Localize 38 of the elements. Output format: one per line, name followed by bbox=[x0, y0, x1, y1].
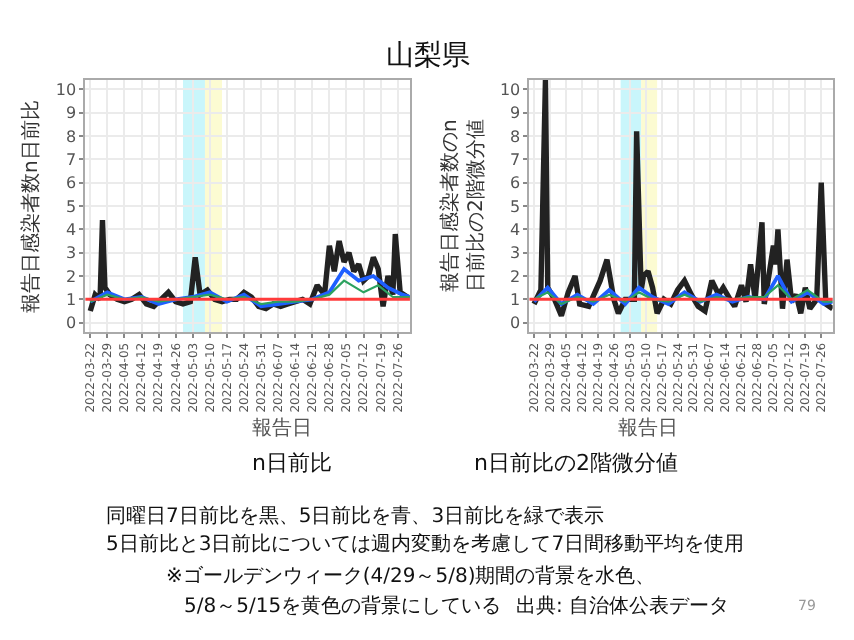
y-tick-label: 5 bbox=[66, 197, 77, 216]
y-axis-title: 報告日感染者数n日前比 bbox=[18, 100, 43, 313]
y-tick-label: 7 bbox=[510, 150, 521, 169]
source-note: 出典: 自治体公表データ bbox=[516, 594, 730, 618]
y-tick-label: 1 bbox=[510, 290, 521, 309]
y-tick-label: 4 bbox=[66, 220, 77, 239]
text: n日前比の2階微分値 bbox=[474, 450, 678, 476]
text: 5日前比と3日前比については週内変動を考慮して7日間移動平均を使用 bbox=[106, 532, 745, 556]
text: 同曜日7日前比を黒、5日前比を青、3日前比を緑で表示 bbox=[106, 504, 605, 528]
y-axis-title: 報告日感染者数のn日前比の2階微分値 bbox=[438, 119, 489, 293]
line-series bbox=[88, 267, 410, 309]
y-tick-label: 3 bbox=[66, 244, 77, 263]
y-tick-label: 0 bbox=[510, 314, 521, 333]
y-tick-label: 3 bbox=[510, 244, 521, 263]
y-tick-label: 8 bbox=[66, 127, 77, 146]
y-tick-label: 1 bbox=[66, 290, 77, 309]
y-tick-label: 9 bbox=[510, 104, 521, 123]
text: ※ゴールデンウィーク(4/29～5/8)期間の背景を水色、 bbox=[166, 564, 656, 588]
x-axis-title: 報告日 bbox=[618, 416, 678, 440]
line-series bbox=[532, 274, 833, 306]
y-tick-label: 5 bbox=[510, 197, 521, 216]
y-tick-label: 10 bbox=[499, 80, 521, 99]
y-tick-label: 6 bbox=[510, 174, 521, 193]
text: 山梨県 bbox=[386, 40, 470, 72]
y-tick-label: 9 bbox=[66, 104, 77, 123]
y-tick-label: 4 bbox=[510, 220, 521, 239]
line-series bbox=[89, 279, 410, 306]
y-tick-label: 10 bbox=[55, 80, 77, 99]
y-tick-label: 8 bbox=[510, 127, 521, 146]
y-tick-label: 2 bbox=[66, 267, 77, 286]
y-tick-label: 7 bbox=[66, 150, 77, 169]
line-series bbox=[532, 284, 833, 306]
y-tick-label: 2 bbox=[510, 267, 521, 286]
y-tick-label: 6 bbox=[66, 174, 77, 193]
text: 5/8～5/15を黄色の背景にしている bbox=[184, 594, 502, 618]
text: n日前比 bbox=[252, 450, 332, 476]
x-axis-title: 報告日 bbox=[252, 416, 312, 440]
y-tick-label: 0 bbox=[66, 314, 77, 333]
